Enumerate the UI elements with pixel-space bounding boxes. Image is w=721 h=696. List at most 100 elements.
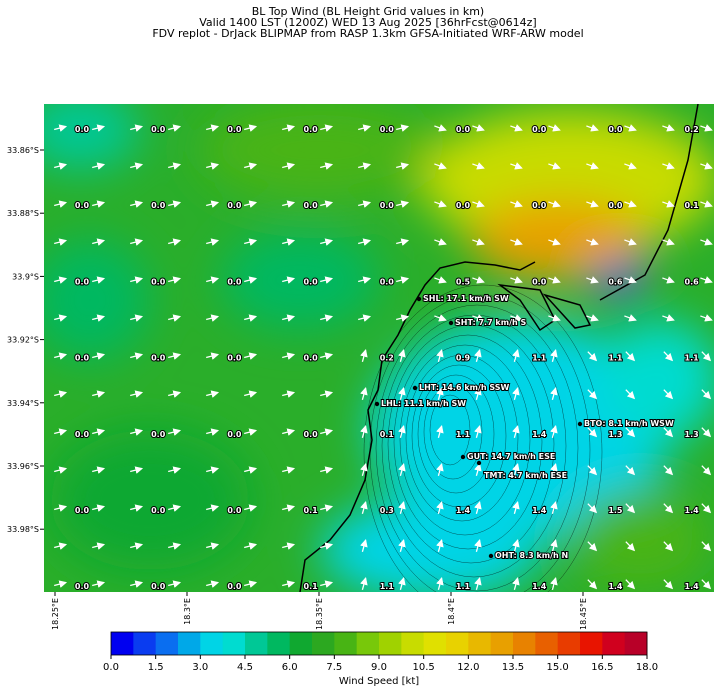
- station-dot: [416, 296, 422, 302]
- harbour: [497, 283, 592, 332]
- wind-arrow: [625, 579, 636, 590]
- wind-arrow: [472, 200, 485, 208]
- colorbar-segment: [379, 632, 402, 655]
- colorbar-segment: [580, 632, 603, 655]
- wind-arrow: [320, 124, 334, 132]
- wind-arrow: [360, 424, 368, 438]
- wind-arrow: [434, 314, 447, 322]
- wind-arrow: [54, 314, 68, 322]
- grid-value: 1.4: [532, 430, 547, 439]
- wind-arrow: [624, 124, 637, 132]
- wind-arrow: [700, 276, 713, 284]
- wind-arrow: [54, 428, 68, 436]
- wind-arrow: [168, 276, 182, 284]
- wind-arrow: [244, 162, 258, 170]
- grid-value: 0.0: [151, 201, 166, 210]
- station-label: GUT: 14.7 km/h ESE: [467, 452, 555, 461]
- grid-value: 0.0: [227, 201, 242, 210]
- wind-arrow: [512, 386, 520, 400]
- wind-arrow: [168, 124, 182, 132]
- grid-value: 0.0: [227, 582, 242, 591]
- labels: BL Top Wind (BL Height Grid values in km…: [7, 5, 700, 687]
- colorbar-segment: [423, 632, 447, 655]
- wind-arrow: [320, 200, 334, 208]
- wind-arrow: [206, 238, 220, 246]
- wind-arrow: [168, 428, 182, 436]
- station-dot: [374, 401, 380, 407]
- grid-value: 1.4: [456, 506, 471, 515]
- wind-arrow: [360, 538, 368, 552]
- wind-arrow: [320, 238, 334, 246]
- title-line: Valid 1400 LST (1200Z) WED 13 Aug 2025 […: [199, 16, 536, 29]
- grid-value: 0.0: [227, 354, 242, 363]
- wind-arrow: [474, 576, 482, 590]
- station-label: SHL: 17.1 km/h SW: [423, 294, 509, 303]
- wind-arrow: [92, 314, 106, 322]
- lat-label: 33.92°S: [7, 336, 39, 345]
- wind-arrow: [700, 238, 713, 246]
- wind-arrow: [54, 162, 68, 170]
- wind-arrow: [700, 314, 713, 322]
- contour: [369, 294, 591, 592]
- wind-arrow: [206, 276, 220, 284]
- wind-arrow: [624, 200, 637, 208]
- wind-arrow: [548, 124, 561, 132]
- colorbar-segment: [535, 632, 559, 655]
- station-dot: [577, 421, 583, 427]
- station-label: BTO: 8.1 km/h WSW: [584, 419, 674, 428]
- contour: [399, 344, 531, 536]
- grid-value: 0.0: [380, 125, 395, 134]
- wind-arrow: [436, 538, 444, 552]
- wind-arrow: [320, 428, 334, 436]
- wind-arrow: [474, 386, 482, 400]
- wind-arrow: [130, 162, 144, 170]
- wind-arrow: [130, 276, 144, 284]
- wind-arrow: [436, 576, 444, 590]
- wind-arrow: [662, 162, 675, 170]
- wind-arrow: [586, 314, 599, 322]
- grid-value: 0.0: [151, 277, 166, 286]
- wind-arrow: [434, 162, 447, 170]
- wind-arrow: [282, 200, 296, 208]
- wind-arrow: [130, 580, 144, 588]
- station-dot: [476, 460, 482, 466]
- wind-arrow: [548, 238, 561, 246]
- wind-arrow: [434, 238, 447, 246]
- grid-value: 0.0: [304, 354, 319, 363]
- contour: [387, 324, 555, 564]
- colorbar-segment: [446, 632, 469, 655]
- wind-arrow: [320, 314, 334, 322]
- wind-arrow: [398, 538, 406, 552]
- wind-arrow: [701, 465, 712, 476]
- wind-arrow: [472, 314, 485, 322]
- colorbar-segment: [557, 632, 581, 655]
- wind-arrow: [320, 390, 334, 398]
- lat-label: 33.98°S: [7, 525, 39, 534]
- wind-arrow: [663, 503, 674, 514]
- station-label: LHL: 11.1 km/h SW: [381, 399, 466, 408]
- wind-arrow: [624, 314, 637, 322]
- wind-arrow: [206, 314, 220, 322]
- station-dot: [488, 553, 494, 559]
- wind-arrow: [320, 580, 334, 588]
- grid-value: 0.0: [608, 125, 623, 134]
- wind-arrow: [54, 352, 68, 360]
- wind-arrow: [54, 200, 68, 208]
- wind-arrow: [550, 348, 558, 362]
- wind-arrow: [54, 504, 68, 512]
- wind-arrow: [130, 390, 144, 398]
- wind-arrow: [548, 162, 561, 170]
- wind-arrow: [130, 504, 144, 512]
- grid-value: 0.0: [304, 430, 319, 439]
- grid-value: 1.1: [456, 582, 471, 591]
- wind-arrow: [512, 348, 520, 362]
- wind-arrow: [130, 542, 144, 550]
- wind-arrow: [512, 424, 520, 438]
- grid-value: 0.0: [304, 277, 319, 286]
- station-dot: [448, 320, 454, 326]
- wind-arrow: [168, 542, 182, 550]
- colorbar-tick-label: 4.5: [237, 662, 253, 673]
- colorbar-tick-label: 13.5: [502, 662, 524, 673]
- wind-arrow: [624, 162, 637, 170]
- wind-arrow: [54, 466, 68, 474]
